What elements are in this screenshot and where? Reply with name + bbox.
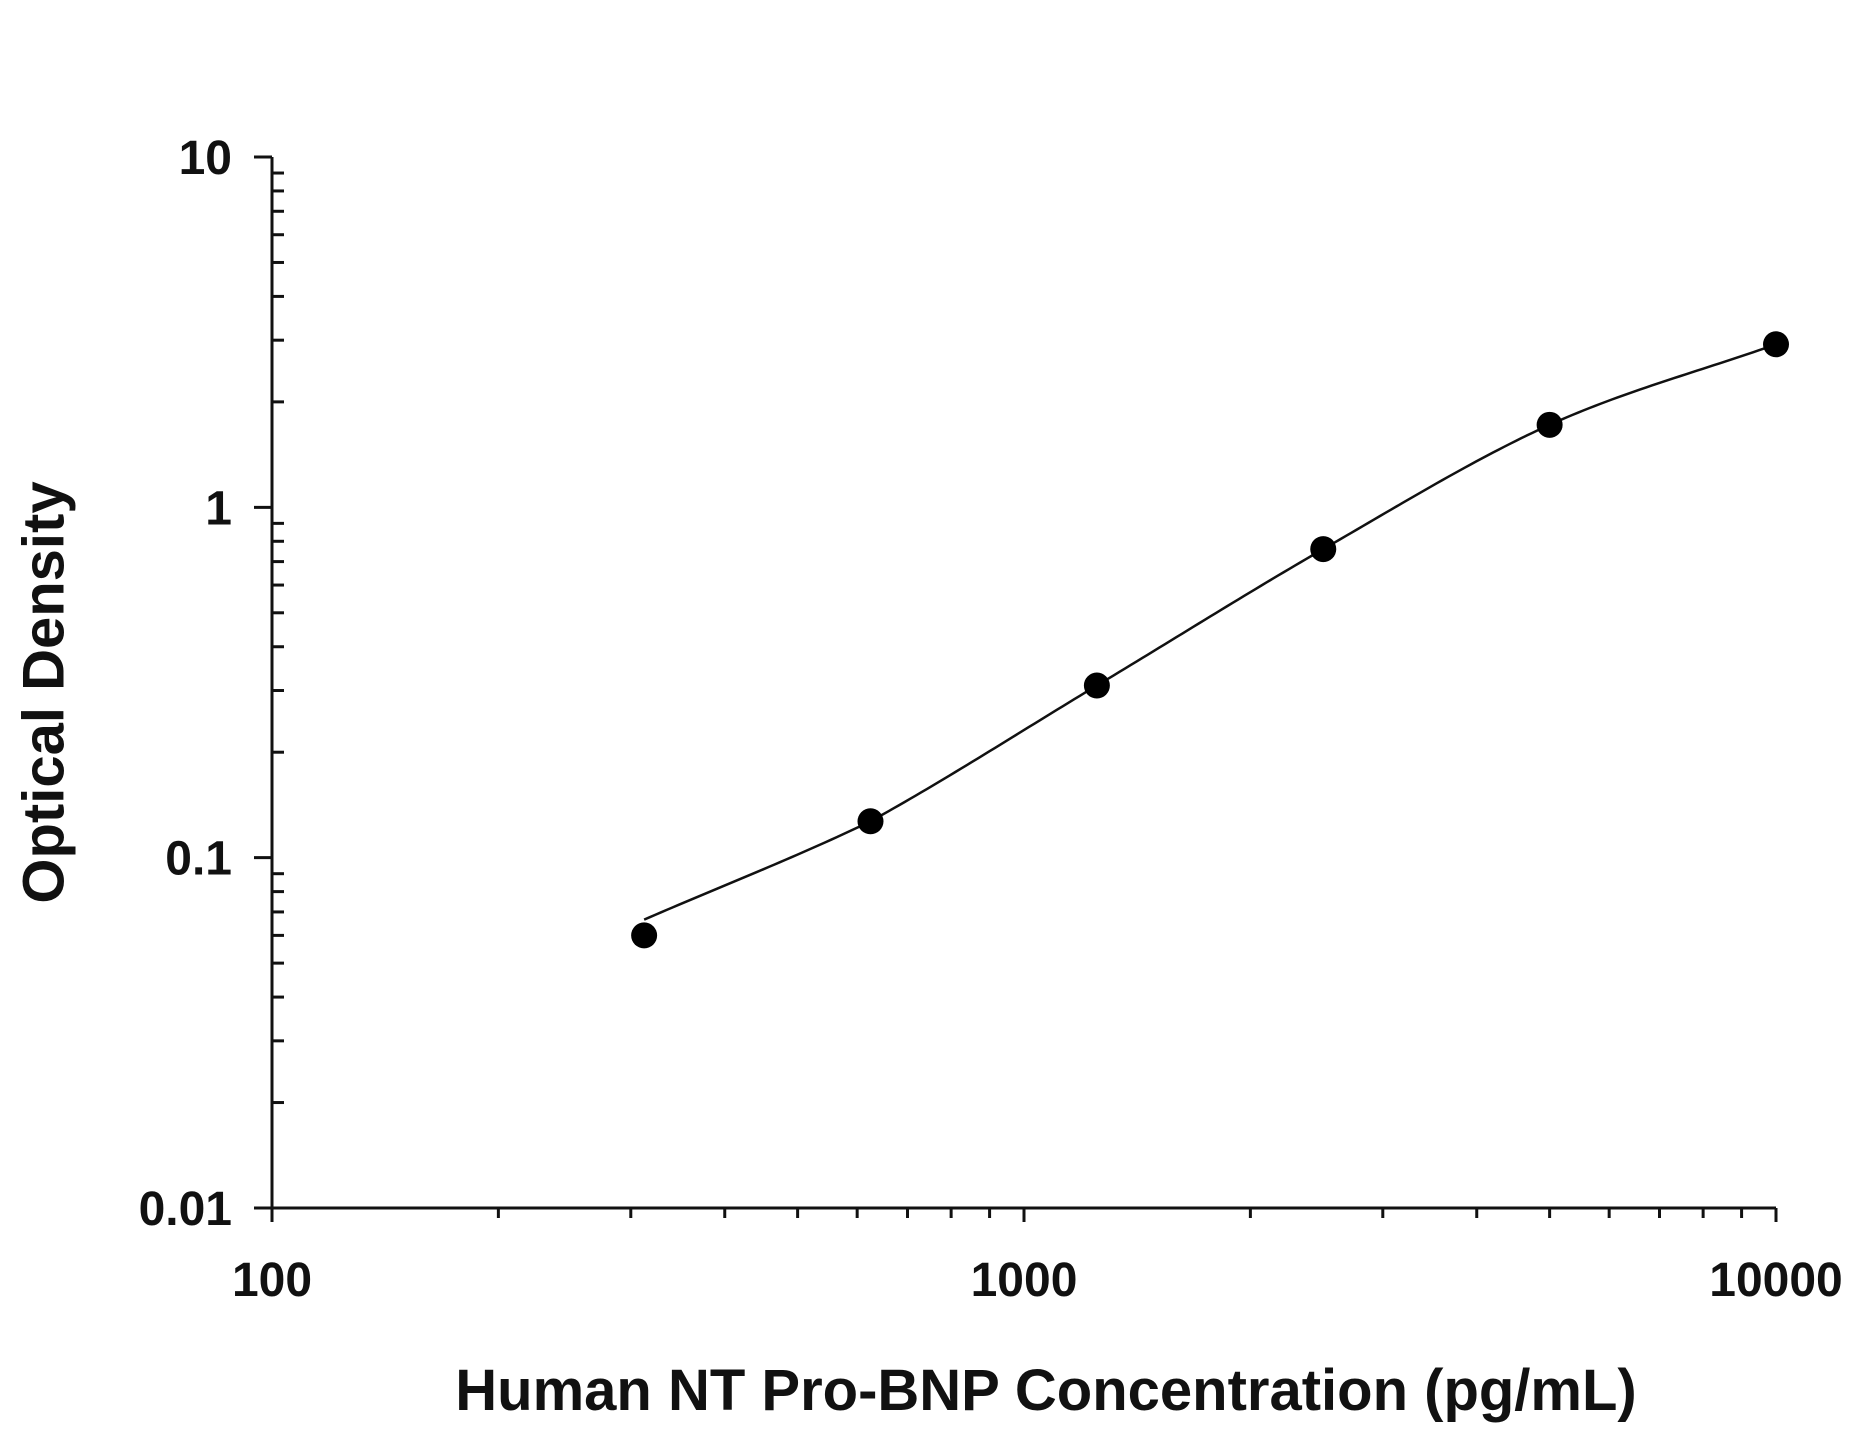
y-tick-label: 0.1 xyxy=(165,833,232,886)
data-point xyxy=(631,922,658,949)
x-tick-label: 1000 xyxy=(971,1254,1078,1307)
y-axis-tick-labels: 0.01 0.1 1 10 xyxy=(139,132,232,1236)
axes xyxy=(254,157,1776,1210)
x-tick-label: 100 xyxy=(232,1254,312,1307)
fit-curve xyxy=(643,343,1777,921)
y-tick-label: 1 xyxy=(205,482,232,535)
x-axis-tick-labels: 100 1000 10000 xyxy=(232,1254,1843,1307)
y-tick-label: 0.01 xyxy=(139,1183,232,1236)
data-point xyxy=(1310,536,1337,563)
data-point xyxy=(857,808,884,835)
data-point xyxy=(1536,411,1563,438)
data-point xyxy=(1083,672,1110,699)
y-axis-ticks xyxy=(254,155,284,1210)
y-axis-title: Optical Density xyxy=(11,481,76,903)
data-points xyxy=(631,331,1789,949)
x-tick-label: 10000 xyxy=(1709,1254,1842,1307)
data-point xyxy=(1763,331,1789,358)
x-axis-title: Human NT Pro-BNP Concentration (pg/mL) xyxy=(455,1358,1636,1423)
y-tick-label: 10 xyxy=(179,132,232,185)
x-axis-ticks xyxy=(270,1208,1778,1222)
